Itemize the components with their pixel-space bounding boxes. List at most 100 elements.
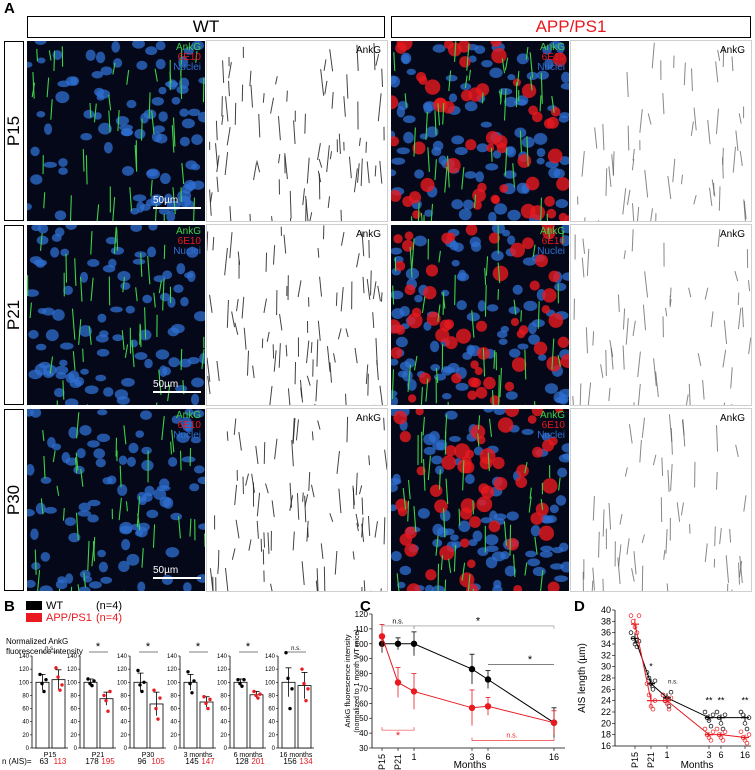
ais-segment: [458, 508, 461, 526]
ais-segment: [249, 70, 252, 87]
ais-segment: [82, 348, 84, 362]
nucleus: [168, 357, 180, 368]
y-tick-label: 60: [70, 707, 77, 713]
scale-bar: 50µm: [153, 195, 201, 209]
data-point-wt: [142, 680, 146, 684]
ais-segment: [688, 287, 692, 298]
legend-app-n: (n=4): [96, 612, 122, 624]
data-point-app: [60, 683, 64, 687]
nucleus: [191, 41, 204, 51]
nucleus: [430, 340, 440, 353]
ais-segment: [171, 429, 175, 453]
ais-segment: [743, 495, 747, 512]
amyloid-signal: [443, 41, 454, 50]
ais-segment: [361, 231, 365, 257]
ais-segment: [216, 360, 220, 381]
amyloid-signal: [547, 581, 560, 591]
y-tick-label: 38: [601, 616, 611, 626]
nucleus: [120, 282, 131, 290]
nucleus: [100, 66, 113, 76]
amyloid-signal: [444, 336, 458, 350]
ais-segment: [434, 159, 437, 181]
ais-segment: [108, 110, 111, 133]
amyloid-signal: [546, 356, 562, 372]
ais-segment: [88, 325, 92, 345]
ais-segment: [488, 418, 493, 437]
ais-segment: [124, 344, 129, 358]
ais-segment: [430, 203, 434, 221]
x-tick-label: P21: [393, 754, 403, 770]
ais-segment: [263, 532, 266, 548]
amyloid-signal: [425, 264, 439, 277]
data-point-wt: [708, 723, 714, 729]
nucleus: [541, 432, 551, 442]
x-axis-label: Months: [681, 760, 714, 770]
nucleus: [30, 174, 43, 185]
ais-segment: [534, 401, 536, 405]
ais-segment: [317, 170, 322, 183]
nucleus: [45, 329, 59, 342]
nucleus: [191, 134, 203, 145]
ais-segment: [363, 580, 366, 591]
nucleus: [144, 358, 153, 369]
ais-segment: [448, 70, 452, 92]
nucleus: [451, 259, 460, 267]
ais-segment: [493, 350, 496, 369]
y-tick-label: 120: [217, 667, 228, 673]
ais-segment: [623, 250, 626, 260]
amyloid-signal: [497, 417, 514, 433]
ais-segment: [667, 175, 672, 200]
ais-segment: [683, 62, 686, 86]
ais-segment: [540, 498, 544, 511]
amyloid-signal: [531, 111, 543, 123]
amyloid-signal: [491, 195, 500, 205]
ais-segment: [410, 216, 413, 221]
nucleus: [539, 550, 553, 558]
ais-segment: [262, 93, 265, 103]
ais-segment: [327, 196, 331, 208]
nucleus: [181, 456, 196, 463]
ais-segment: [471, 310, 475, 338]
n-app: 105: [151, 757, 165, 766]
data-point-app: [738, 729, 744, 735]
nucleus: [79, 271, 89, 283]
ais-segment: [323, 59, 327, 71]
amyloid-signal: [404, 526, 417, 539]
ais-segment: [119, 465, 122, 488]
ais-segment: [278, 154, 281, 164]
ais-segment: [631, 568, 635, 582]
ais-segment: [413, 355, 418, 371]
ais-segment: [739, 150, 743, 166]
n-app: 195: [101, 757, 115, 766]
ais-segment: [83, 572, 87, 588]
nucleus: [28, 329, 39, 339]
data-point-wt: [668, 689, 674, 695]
amyloid-signal: [434, 499, 448, 513]
ais-segment: [714, 526, 716, 547]
ais-segment: [161, 416, 165, 441]
scale-bar-label: 50µm: [153, 565, 179, 576]
x-tick-label: P21: [646, 752, 656, 768]
ais-segment: [305, 195, 309, 221]
channel-legend: AnkG 6E10 Nuclei: [173, 227, 201, 257]
ais-segment: [357, 163, 360, 183]
amyloid-signal: [488, 520, 501, 533]
ais-segment: [420, 212, 423, 221]
y-tick-label: 28: [601, 673, 611, 683]
nucleus: [35, 343, 47, 351]
x-tick-label: 3: [706, 750, 711, 760]
nucleus: [58, 158, 68, 167]
ais-segment: [297, 280, 302, 298]
nucleus: [523, 300, 538, 311]
ais-segment: [29, 302, 32, 319]
y-tick-label: 80: [220, 693, 227, 699]
data-point-app: [660, 692, 666, 698]
ais-segment: [340, 287, 344, 312]
bracket-ns-top: [381, 625, 415, 629]
amyloid-signal: [550, 106, 561, 117]
data-point-app: [202, 695, 206, 699]
ais-segment: [236, 299, 239, 312]
amyloid-signal: [475, 386, 488, 399]
